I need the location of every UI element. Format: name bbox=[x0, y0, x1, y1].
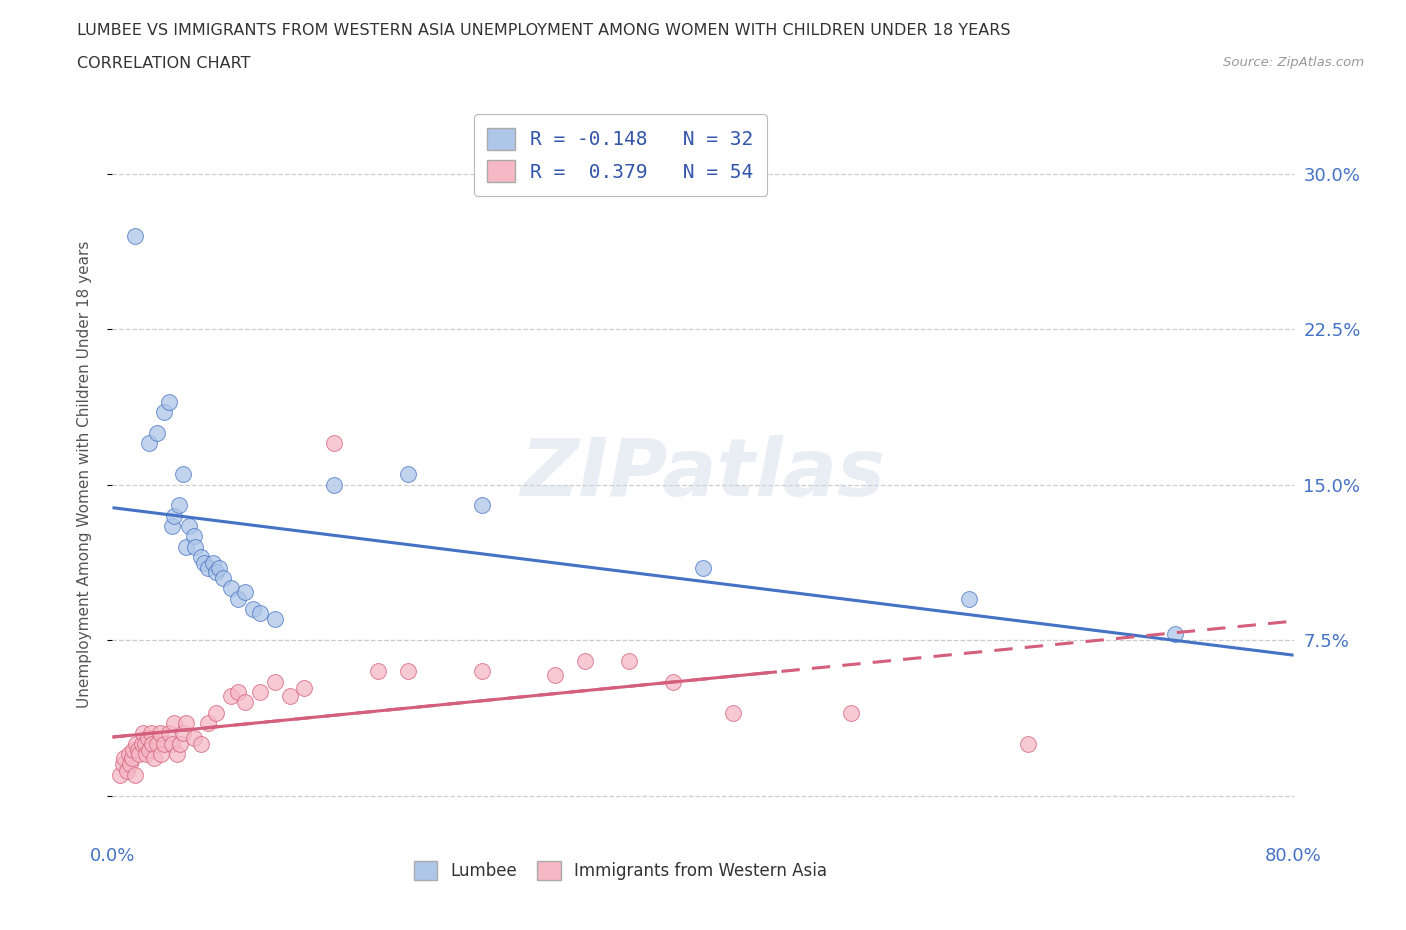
Point bbox=[111, 757, 134, 772]
Point bbox=[149, 726, 172, 741]
Point bbox=[219, 581, 242, 596]
Point bbox=[367, 664, 389, 679]
Point bbox=[544, 668, 567, 683]
Point bbox=[193, 556, 215, 571]
Point bbox=[278, 688, 301, 703]
Legend: Lumbee, Immigrants from Western Asia: Lumbee, Immigrants from Western Asia bbox=[408, 854, 834, 886]
Point bbox=[292, 681, 315, 696]
Point bbox=[226, 591, 249, 606]
Text: ZIPatlas: ZIPatlas bbox=[520, 435, 886, 513]
Point bbox=[135, 747, 157, 762]
Point bbox=[118, 747, 141, 762]
Point bbox=[1164, 627, 1187, 642]
Point bbox=[226, 684, 249, 699]
Point bbox=[127, 742, 149, 757]
Point bbox=[212, 570, 235, 585]
Y-axis label: Unemployment Among Women with Children Under 18 years: Unemployment Among Women with Children U… bbox=[77, 241, 91, 708]
Point bbox=[839, 705, 862, 720]
Point bbox=[167, 498, 190, 512]
Point bbox=[233, 695, 256, 710]
Point bbox=[242, 602, 264, 617]
Point bbox=[139, 726, 162, 741]
Point bbox=[125, 737, 148, 751]
Point bbox=[172, 726, 194, 741]
Point bbox=[163, 715, 186, 730]
Text: CORRELATION CHART: CORRELATION CHART bbox=[77, 56, 250, 71]
Point bbox=[120, 757, 142, 772]
Text: Source: ZipAtlas.com: Source: ZipAtlas.com bbox=[1223, 56, 1364, 69]
Point bbox=[957, 591, 980, 606]
Point bbox=[172, 467, 194, 482]
Point bbox=[138, 742, 160, 757]
Point bbox=[249, 605, 271, 620]
Point bbox=[233, 585, 256, 600]
Point bbox=[197, 560, 219, 575]
Point bbox=[574, 654, 596, 669]
Point bbox=[138, 436, 160, 451]
Point bbox=[124, 229, 146, 244]
Point bbox=[619, 654, 641, 669]
Point bbox=[163, 509, 186, 524]
Point bbox=[201, 556, 224, 571]
Point bbox=[692, 560, 714, 575]
Point bbox=[121, 751, 143, 765]
Point bbox=[131, 737, 153, 751]
Point bbox=[323, 436, 346, 451]
Point bbox=[160, 737, 183, 751]
Point bbox=[179, 519, 201, 534]
Point bbox=[249, 684, 271, 699]
Point bbox=[190, 550, 212, 565]
Point bbox=[122, 742, 145, 757]
Point bbox=[150, 747, 173, 762]
Point bbox=[141, 737, 163, 751]
Point bbox=[166, 747, 188, 762]
Point bbox=[183, 529, 205, 544]
Point bbox=[1017, 737, 1039, 751]
Point bbox=[174, 715, 197, 730]
Point bbox=[219, 688, 242, 703]
Point bbox=[470, 498, 494, 512]
Point bbox=[124, 767, 146, 782]
Point bbox=[146, 425, 169, 440]
Point bbox=[396, 664, 419, 679]
Point bbox=[136, 730, 159, 745]
Point bbox=[117, 764, 138, 778]
Point bbox=[157, 394, 180, 409]
Point bbox=[205, 565, 228, 579]
Point bbox=[396, 467, 419, 482]
Point bbox=[108, 767, 131, 782]
Text: LUMBEE VS IMMIGRANTS FROM WESTERN ASIA UNEMPLOYMENT AMONG WOMEN WITH CHILDREN UN: LUMBEE VS IMMIGRANTS FROM WESTERN ASIA U… bbox=[77, 23, 1011, 38]
Point bbox=[146, 737, 169, 751]
Point bbox=[208, 560, 231, 575]
Point bbox=[112, 751, 135, 765]
Point bbox=[128, 747, 150, 762]
Point bbox=[134, 737, 156, 751]
Point bbox=[174, 539, 197, 554]
Point bbox=[205, 705, 228, 720]
Point bbox=[264, 674, 287, 689]
Point bbox=[190, 737, 212, 751]
Point bbox=[169, 737, 191, 751]
Point bbox=[153, 737, 176, 751]
Point bbox=[132, 726, 155, 741]
Point bbox=[142, 751, 165, 765]
Point bbox=[153, 405, 176, 419]
Point bbox=[197, 715, 219, 730]
Point bbox=[721, 705, 744, 720]
Point bbox=[157, 726, 180, 741]
Point bbox=[662, 674, 685, 689]
Point bbox=[323, 477, 346, 492]
Point bbox=[183, 730, 205, 745]
Point bbox=[184, 539, 207, 554]
Point bbox=[160, 519, 183, 534]
Point bbox=[470, 664, 494, 679]
Point bbox=[264, 612, 287, 627]
